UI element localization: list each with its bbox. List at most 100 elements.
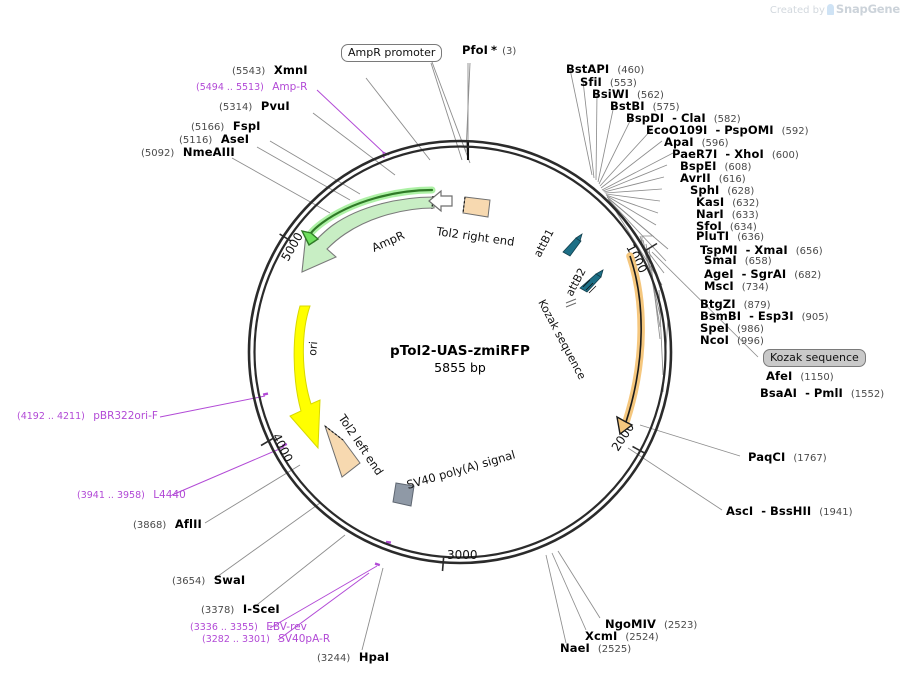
- coordinate-ticks: [260, 233, 658, 572]
- enzyme-name: PaqCI: [748, 450, 786, 464]
- enzyme-pos: (575): [652, 102, 680, 113]
- enzyme-label-xcmi[interactable]: XcmI (2524): [585, 629, 659, 643]
- enzyme-label-pluti[interactable]: PluTI (636): [696, 229, 764, 243]
- enzyme-pos: (3868): [133, 520, 167, 531]
- primer-leader-lines: [159, 89, 390, 641]
- enzyme-name: EcoO109I: [646, 123, 708, 137]
- enzyme-name: SphI: [690, 183, 720, 197]
- enzyme-label-kasi[interactable]: KasI (632): [696, 195, 759, 209]
- feature-attb1: attB1: [531, 227, 583, 259]
- enzyme-name: NcoI: [700, 333, 730, 347]
- feature-tol2-right-end: Tol2 right end: [428, 189, 516, 249]
- enzyme-label-asei[interactable]: (5116) AseI: [179, 132, 249, 146]
- primer-label-ebv-rev[interactable]: (3336 .. 3355) EBV-rev: [190, 621, 307, 633]
- enzyme-label-bsaai[interactable]: BsaAI - PmlI (1552): [760, 386, 884, 400]
- feature-label-sv40-polya: SV40 poly(A) signal: [405, 447, 517, 491]
- leader-lines-lower-left: [204, 464, 384, 651]
- enzyme-label-avrii[interactable]: AvrII (616): [680, 171, 746, 185]
- enzyme-pos: (3244): [317, 653, 351, 664]
- enzyme-pos: (633): [731, 210, 759, 221]
- plasmid-backbone: [247, 139, 673, 565]
- enzyme-name: FspI: [232, 119, 261, 133]
- feature-label-tol2-right-end: Tol2 right end: [435, 224, 516, 249]
- enzyme-label-btgzi[interactable]: BtgZI (879): [700, 297, 771, 311]
- enzyme-label-sfoi[interactable]: SfoI (634): [696, 219, 757, 233]
- enzyme-name: BtgZI: [700, 297, 736, 311]
- enzyme-pos: (879): [743, 300, 771, 311]
- enzyme-label-bspdi[interactable]: BspDI - ClaI (582): [626, 111, 741, 125]
- enzyme-label-ncoi[interactable]: NcoI (996): [700, 333, 764, 347]
- plasmid-size: 5855 bp: [434, 360, 486, 375]
- enzyme-name: NarI: [696, 207, 724, 221]
- feature-box-kozak-sequence[interactable]: Kozak sequence: [763, 349, 866, 367]
- enzyme-label-bspei[interactable]: BspEI (608): [680, 159, 751, 173]
- enzyme-label-naei[interactable]: NaeI (2525): [560, 641, 631, 655]
- enzyme-label-bsmbi[interactable]: BsmBI - Esp3I (905): [700, 309, 829, 323]
- enzyme-label-ngomiv[interactable]: NgoMIV (2523): [605, 617, 697, 631]
- primer-label-amp-r[interactable]: (5494 .. 5513) Amp-R: [196, 81, 307, 93]
- enzyme-name: XcmI: [585, 629, 618, 643]
- enzyme-pos: (2524): [625, 632, 659, 643]
- primer-label-pbr322ori-f[interactable]: (4192 .. 4211) pBR322ori-F: [17, 410, 158, 422]
- enzyme-label-xmni[interactable]: (5543) XmnI: [232, 63, 308, 77]
- enzyme-label-fspi[interactable]: (5166) FspI: [191, 119, 261, 133]
- primer-range: (3941 .. 3958): [77, 490, 145, 501]
- feature-label-ori: ori: [306, 341, 320, 356]
- enzyme-pos: (1941): [819, 507, 853, 518]
- snapgene-logo-icon: [826, 4, 834, 15]
- enzyme-label-smai[interactable]: SmaI (658): [704, 253, 772, 267]
- enzyme-pos: (3654): [172, 576, 206, 587]
- enzyme-label-agei[interactable]: AgeI - SgrAI (682): [704, 267, 821, 281]
- feature-ori: ori: [289, 305, 321, 450]
- enzyme-name: SmaI: [704, 253, 737, 267]
- enzyme-name: TspMI: [700, 243, 738, 257]
- enzyme-label-msci[interactable]: MscI (734): [704, 279, 769, 293]
- enzyme-label-pfoi[interactable]: PfoI * (3): [462, 43, 516, 57]
- enzyme-alt-name: SgrAI: [750, 267, 787, 281]
- enzyme-label-aflii[interactable]: (3868) AflII: [133, 517, 202, 531]
- enzyme-label-pvui[interactable]: (5314) PvuI: [219, 99, 290, 113]
- enzyme-name: ApaI: [664, 135, 694, 149]
- enzyme-pos: (996): [737, 336, 764, 347]
- enzyme-label-asci[interactable]: AscI - BssHII (1941): [726, 504, 853, 518]
- feature-box-ampr-promoter[interactable]: AmpR promoter: [341, 44, 443, 62]
- enzyme-name: AvrII: [680, 171, 711, 185]
- enzyme-separator: -: [725, 147, 731, 161]
- enzyme-label-ecoo109i[interactable]: EcoO109I - PspOMI (592): [646, 123, 809, 137]
- enzyme-label-paer7i[interactable]: PaeR7I - XhoI (600): [672, 147, 799, 161]
- enzyme-label-tspmi[interactable]: TspMI - XmaI (656): [700, 243, 823, 257]
- enzyme-name: MscI: [704, 279, 734, 293]
- enzyme-separator: -: [749, 309, 754, 323]
- enzyme-label-nari[interactable]: NarI (633): [696, 207, 759, 221]
- enzyme-name: SpeI: [700, 321, 729, 335]
- enzyme-label-sfii[interactable]: SfiI (553): [580, 75, 637, 89]
- enzyme-pos: (5116): [179, 135, 213, 146]
- feature-label-attb2: attB2: [563, 266, 589, 299]
- enzyme-separator: -: [745, 243, 751, 257]
- primer-label-sv40pa-r[interactable]: (3282 .. 3301) SV40pA-R: [202, 633, 330, 645]
- enzyme-name: BsaAI: [760, 386, 798, 400]
- enzyme-separator: -: [672, 111, 677, 125]
- enzyme-pos: (632): [732, 198, 760, 209]
- enzyme-label-bsiwi[interactable]: BsiWI (562): [592, 87, 664, 101]
- enzyme-label-bstbi[interactable]: BstBI (575): [610, 99, 680, 113]
- enzyme-name: AfeI: [766, 369, 793, 383]
- enzyme-label-paqci[interactable]: PaqCI (1767): [748, 450, 827, 464]
- enzyme-label-spei[interactable]: SpeI (986): [700, 321, 764, 335]
- enzyme-label-afei[interactable]: AfeI (1150): [766, 369, 834, 383]
- enzyme-name: XmnI: [273, 63, 308, 77]
- enzyme-label-i-scei[interactable]: (3378) I-SceI: [201, 602, 280, 616]
- enzyme-pos: (658): [744, 256, 772, 267]
- enzyme-name: BstAPI: [566, 62, 610, 76]
- enzyme-label-hpai[interactable]: (3244) HpaI: [317, 650, 389, 664]
- enzyme-label-swai[interactable]: (3654) SwaI: [172, 573, 245, 587]
- enzyme-label-apai[interactable]: ApaI (596): [664, 135, 728, 149]
- enzyme-name: AflII: [174, 517, 202, 531]
- primer-name: L4440: [153, 489, 186, 501]
- enzyme-label-nmeaiii[interactable]: (5092) NmeAIII: [141, 145, 235, 159]
- enzyme-pos: (616): [718, 174, 746, 185]
- enzyme-label-sphi[interactable]: SphI (628): [690, 183, 754, 197]
- primer-label-l4440[interactable]: (3941 .. 3958) L4440: [77, 489, 186, 501]
- enzyme-alt-name: ClaI: [680, 111, 706, 125]
- enzyme-label-bstapi[interactable]: BstAPI (460): [566, 62, 644, 76]
